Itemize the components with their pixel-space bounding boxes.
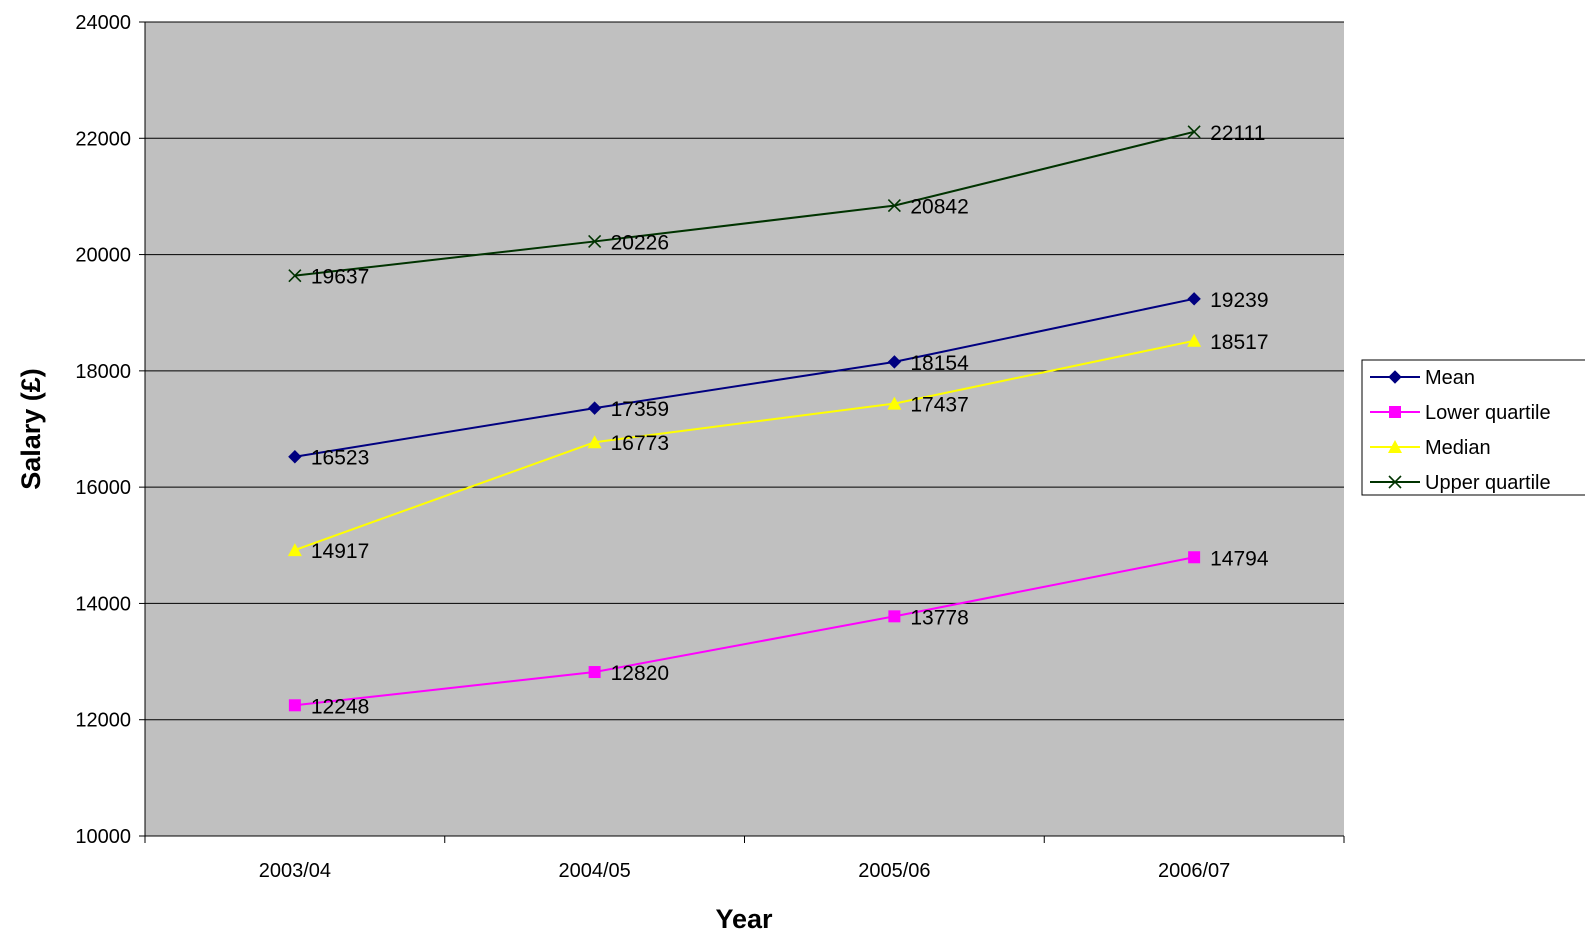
- y-tick-label: 10000: [75, 826, 131, 848]
- data-label-upper-quartile: 20226: [611, 231, 669, 254]
- x-marker-stroke: [588, 234, 602, 248]
- series-line-upper-quartile: [294, 130, 1195, 277]
- data-label-upper-quartile: 19637: [311, 266, 369, 289]
- data-label-median: 18517: [1210, 331, 1268, 354]
- data-label-median: 14917: [311, 540, 369, 563]
- data-label-upper-quartile: 20842: [910, 196, 968, 219]
- data-labels: 16523 17359 18154 19239 12248 12820 13778 14794…: [311, 122, 1269, 718]
- y-tick-label: 14000: [75, 593, 131, 615]
- data-point-lower-quartile: [1188, 551, 1201, 564]
- x-tick-label: 2004/05: [558, 860, 630, 882]
- x-tick-label: 2003/04: [259, 860, 331, 882]
- legend-item-upper-quartile: Upper quartile: [1370, 472, 1551, 494]
- data-label-upper-quartile: 22111: [1210, 122, 1265, 145]
- data-label-mean: 18154: [910, 352, 969, 375]
- y-tick-label: 22000: [75, 128, 131, 150]
- legend-item-lower-quartile: Lower quartile: [1370, 402, 1551, 424]
- data-point-upper-quartile: [887, 199, 901, 213]
- x-tick-label: 2006/07: [1158, 860, 1230, 882]
- x-marker-stroke: [887, 199, 901, 213]
- legend-swatch-marker: [1388, 370, 1402, 384]
- x-marker-stroke: [1388, 475, 1402, 489]
- data-point-median: [587, 435, 602, 449]
- data-label-lower-quartile: 14794: [1210, 547, 1269, 570]
- y-axis-title: Salary (£): [16, 368, 46, 490]
- legend: Mean Lower quartile Median Upper quartile: [1361, 359, 1585, 496]
- x-tick-label: 2005/06: [858, 860, 930, 882]
- y-tick-label: 16000: [75, 477, 131, 499]
- data-label-lower-quartile: 13778: [910, 606, 968, 629]
- series-line-lower-quartile: [294, 556, 1195, 707]
- x-tick-labels: 2003/04 2004/05 2005/06 2006/07: [259, 860, 1231, 882]
- data-point-median: [1187, 333, 1202, 347]
- y-tick-labels: 10000 12000 14000 16000 18000 20000 22000 24000: [75, 12, 131, 848]
- legend-item-median: Median: [1370, 437, 1491, 459]
- data-label-mean: 19239: [1210, 289, 1268, 312]
- data-point-lower-quartile: [888, 610, 901, 623]
- x-axis-title: Year: [715, 904, 773, 934]
- series-line-mean: [294, 297, 1195, 458]
- data-label-lower-quartile: 12820: [611, 662, 669, 685]
- data-point-mean: [887, 355, 902, 369]
- data-label-mean: 17359: [611, 398, 669, 421]
- legend-box: [1361, 359, 1585, 496]
- data-point-upper-quartile: [1187, 125, 1201, 139]
- y-tick-label: 24000: [75, 12, 131, 34]
- data-label-median: 17437: [910, 394, 968, 417]
- data-point-mean: [587, 401, 602, 415]
- data-label-median: 16773: [611, 432, 669, 455]
- y-tick-label: 12000: [75, 710, 131, 732]
- data-label-lower-quartile: 12248: [311, 695, 369, 718]
- data-point-lower-quartile: [588, 666, 601, 679]
- data-label-mean: 16523: [311, 447, 369, 470]
- y-tick-label: 18000: [75, 361, 131, 383]
- data-point-median: [287, 543, 302, 557]
- legend-label: Upper quartile: [1425, 472, 1551, 494]
- gridlines: [145, 21, 1344, 721]
- legend-label: Lower quartile: [1425, 402, 1551, 424]
- legend-swatch-marker: [1388, 440, 1402, 453]
- data-point-median: [887, 396, 902, 410]
- legend-label: Mean: [1425, 367, 1475, 389]
- data-point-upper-quartile: [588, 234, 602, 248]
- legend-swatch-marker: [1388, 475, 1402, 489]
- x-marker-stroke: [1187, 125, 1201, 139]
- axes: [139, 21, 1345, 843]
- y-tick-label: 20000: [75, 245, 131, 267]
- series-line-median: [294, 339, 1195, 552]
- x-marker-stroke: [288, 269, 302, 283]
- series-lines: [287, 125, 1202, 712]
- data-point-upper-quartile: [288, 269, 302, 283]
- legend-item-mean: Mean: [1370, 367, 1475, 389]
- data-point-lower-quartile: [288, 699, 301, 712]
- data-point-mean: [1187, 292, 1201, 306]
- data-point-mean: [288, 450, 302, 464]
- legend-swatch-marker: [1389, 406, 1401, 418]
- legend-label: Median: [1425, 437, 1491, 459]
